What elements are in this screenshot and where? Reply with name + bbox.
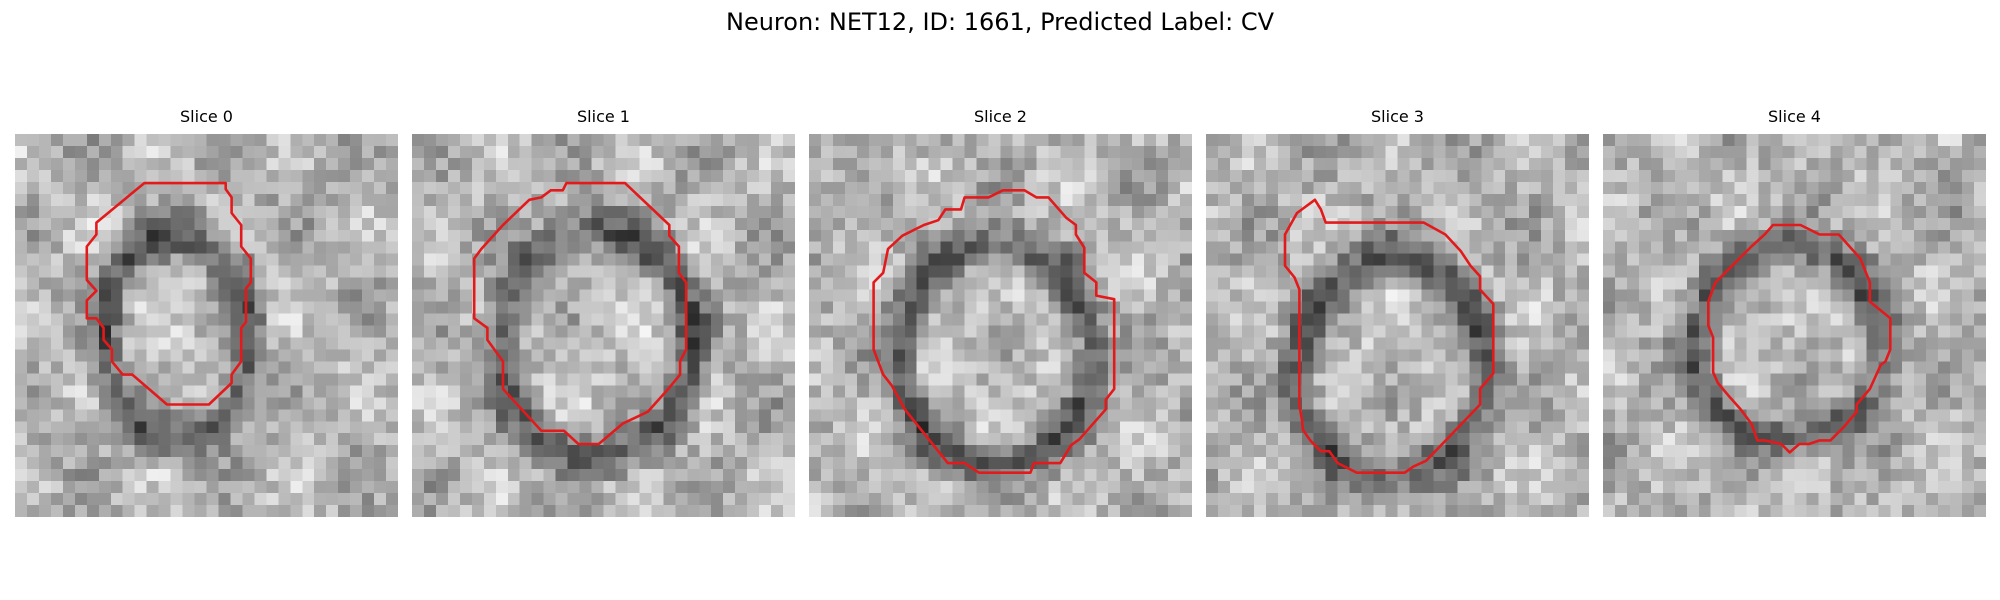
- segmentation-contour: [85, 181, 253, 406]
- slice-image: [15, 134, 398, 517]
- pixel-grid: [809, 134, 1192, 517]
- segmentation-contour: [1283, 198, 1495, 475]
- pixel-grid: [1603, 134, 1986, 517]
- pixel-grid: [412, 134, 795, 517]
- slice-title: Slice 2: [974, 107, 1027, 126]
- slice-image: [1206, 134, 1589, 517]
- slice-title: Slice 3: [1371, 107, 1424, 126]
- slice-image: [412, 134, 795, 517]
- figure-title: Neuron: NET12, ID: 1661, Predicted Label…: [726, 8, 1274, 36]
- segmentation-contour: [472, 181, 688, 446]
- pixel-grid: [1206, 134, 1589, 517]
- slice-title: Slice 1: [577, 107, 630, 126]
- slice-image: [1603, 134, 1986, 517]
- pixel-grid: [15, 134, 398, 517]
- slice-title: Slice 0: [180, 107, 233, 126]
- slice-image: [809, 134, 1192, 517]
- slice-title: Slice 4: [1768, 107, 1821, 126]
- segmentation-contour: [1707, 223, 1892, 454]
- segmentation-contour: [872, 188, 1116, 475]
